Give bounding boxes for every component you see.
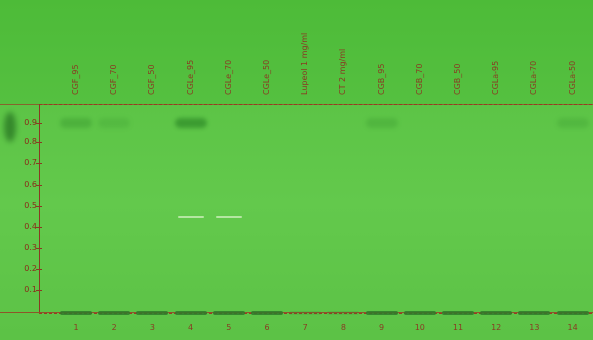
lane-label: CGB_70 [414, 63, 424, 95]
rf-tick-mark [36, 269, 42, 270]
rf-tick-mark [36, 227, 42, 228]
sample-spot [556, 118, 589, 128]
origin-band [365, 311, 398, 315]
lane-number: 13 [529, 323, 540, 332]
rf-tick-label: 0.9 [24, 118, 37, 127]
lane-number: 8 [340, 323, 346, 332]
lane-label: CGF_95 [71, 64, 80, 95]
rf-tick-label: 0.5 [24, 201, 37, 210]
rf-tick-label: 0.1 [24, 285, 37, 294]
lane-label: CT 2 mg/ml [338, 48, 348, 95]
sample-spot [365, 118, 398, 128]
lane-label: Lupeol 1 mg/ml [300, 32, 310, 95]
lane-number: 4 [188, 323, 194, 332]
lane-label: CGF_70 [109, 64, 119, 95]
rf-tick-mark [36, 248, 42, 249]
lane-number: 11 [452, 323, 464, 332]
origin-band [403, 311, 436, 315]
rf-tick-mark [36, 185, 42, 186]
rf-tick-label: 0.4 [24, 222, 37, 231]
edge-spot [4, 112, 16, 142]
origin-band [327, 311, 360, 315]
origin-band [518, 311, 551, 315]
rf-tick-label: 0.2 [24, 264, 37, 273]
lane-number: 6 [264, 323, 270, 332]
origin-band [556, 311, 589, 315]
development-frame [39, 104, 592, 314]
origin-band [60, 311, 92, 315]
lane-number: 1 [73, 323, 79, 332]
sample-spot [174, 118, 207, 128]
origin-band [174, 311, 207, 315]
origin-band [98, 311, 131, 315]
lane-label: CGB_50 [453, 63, 462, 95]
origin-line [0, 312, 593, 313]
origin-band [289, 311, 322, 315]
lane-number: 10 [414, 323, 425, 332]
lane-label: CGLe_50 [262, 59, 271, 95]
lane-number: 3 [149, 323, 155, 332]
rf-tick-label: 0.3 [24, 243, 37, 252]
origin-band [212, 311, 245, 315]
lane-label: CGF_50 [147, 64, 157, 95]
lane-label: CGLe_95 [185, 59, 195, 95]
lane-number: 7 [302, 323, 308, 332]
lane-number: 2 [111, 323, 117, 332]
lane-number: 14 [567, 323, 578, 332]
lane-label: CGLa-95 [491, 60, 501, 95]
origin-band [480, 311, 513, 315]
sample-spot [98, 118, 131, 128]
rf-tick-mark [36, 163, 42, 164]
rf-tick-label: 0.6 [24, 180, 37, 189]
lane-number: 9 [379, 323, 385, 332]
rf-tick-label: 0.7 [24, 158, 37, 167]
rf-tick-mark [36, 290, 42, 291]
lane-label: CGLe_70 [223, 59, 233, 95]
origin-band [251, 311, 283, 315]
lane-number: 12 [491, 323, 502, 332]
mid-band [215, 216, 242, 218]
rf-tick-label: 0.8 [24, 137, 37, 146]
rf-tick-mark [36, 123, 42, 124]
lane-label: CGB_95 [376, 63, 386, 95]
lane-label: CGLa-50 [567, 60, 577, 95]
origin-band [136, 311, 169, 315]
lane-label: CGLa-70 [529, 60, 539, 95]
rf-tick-mark [36, 142, 42, 143]
origin-band [442, 311, 474, 315]
plate-header-region [0, 0, 593, 104]
mid-band [177, 216, 204, 218]
lane-number: 5 [226, 323, 232, 332]
rf-axis [39, 104, 40, 312]
rf-tick-mark [36, 206, 42, 207]
sample-spot [60, 118, 92, 128]
